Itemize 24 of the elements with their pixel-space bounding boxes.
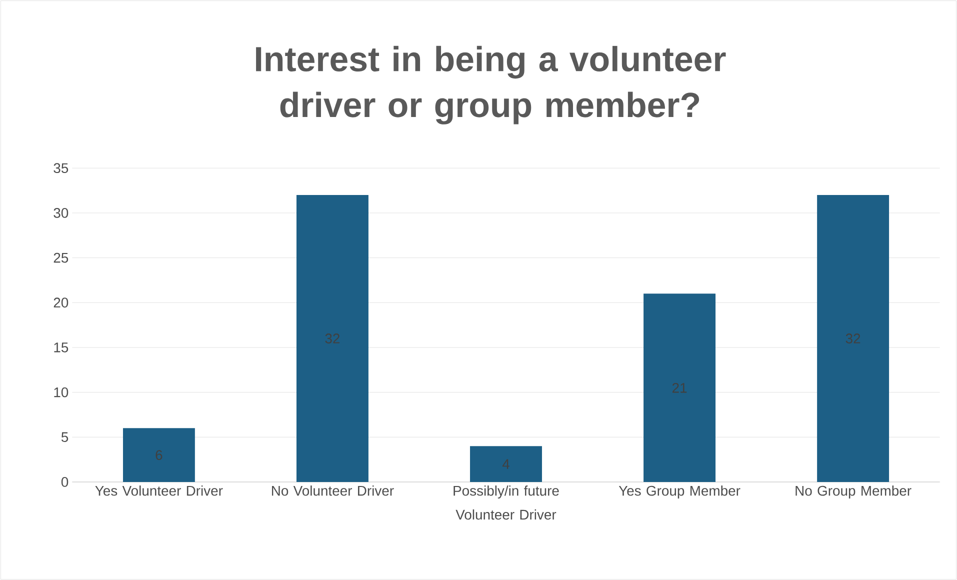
y-tick-label: 15 — [54, 342, 68, 352]
data-label: 6 — [156, 450, 162, 460]
bar — [644, 294, 716, 482]
y-tick-label: 25 — [54, 252, 68, 263]
data-label: 32 — [325, 333, 340, 344]
x-tick-label: Yes Group Member — [618, 485, 740, 498]
y-tick-label: 35 — [54, 163, 68, 173]
y-tick-label: 10 — [54, 387, 68, 398]
bar — [470, 446, 542, 482]
y-tick-label: 0 — [61, 476, 68, 487]
x-tick-label: No Volunteer Driver — [272, 485, 394, 496]
x-tick-label: Possibly/in future Volunteer Driver — [454, 485, 559, 520]
bar — [296, 194, 368, 482]
data-label: 32 — [846, 333, 860, 344]
bar — [122, 428, 195, 482]
data-label: 21 — [672, 382, 687, 393]
y-tick-label: 20 — [54, 298, 68, 308]
y-tick-label: 5 — [61, 432, 68, 442]
bar — [817, 194, 890, 482]
x-tick-label: Yes Volunteer Driver — [95, 485, 223, 496]
data-label: 4 — [502, 459, 510, 469]
x-tick-label: No Group Member — [796, 485, 912, 498]
y-tick-label: 30 — [54, 208, 68, 218]
chart-title: Interest in being a volunteer driver or group member? — [256, 46, 726, 124]
